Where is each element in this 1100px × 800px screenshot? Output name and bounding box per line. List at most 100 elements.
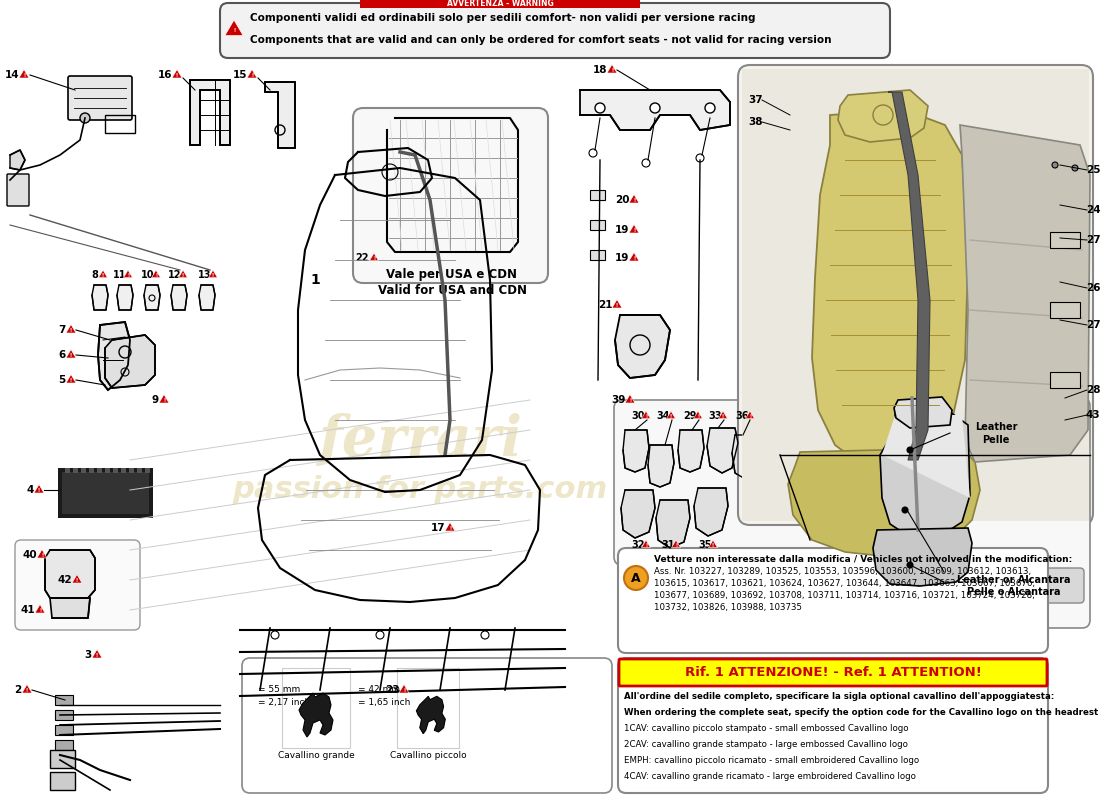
Text: 1: 1	[310, 273, 320, 287]
Text: !: !	[76, 578, 78, 582]
Text: 4CAV: cavallino grande ricamato - large embroidered Cavallino logo: 4CAV: cavallino grande ricamato - large …	[624, 772, 916, 781]
Text: ferrari: ferrari	[318, 413, 522, 467]
FancyBboxPatch shape	[619, 659, 1047, 686]
Text: 30: 30	[631, 411, 645, 421]
Bar	[50, 772, 75, 790]
Bar	[58, 468, 153, 518]
Polygon shape	[694, 488, 728, 536]
Circle shape	[1072, 165, 1078, 171]
Text: !: !	[749, 414, 751, 418]
Polygon shape	[178, 270, 187, 278]
Polygon shape	[417, 696, 446, 734]
Text: !: !	[632, 228, 635, 233]
Text: 27: 27	[1086, 235, 1100, 245]
Polygon shape	[1048, 148, 1085, 185]
Bar	[55, 695, 73, 705]
Bar	[129, 468, 134, 473]
Polygon shape	[615, 315, 670, 378]
Bar	[104, 115, 135, 133]
Text: 25: 25	[1086, 165, 1100, 175]
Polygon shape	[623, 430, 649, 472]
Text: 6: 6	[58, 350, 66, 360]
Text: 103615, 103617, 103621, 103624, 103627, 103644, 103647, 103663, 103667, 103676,: 103615, 103617, 103621, 103624, 103627, …	[654, 579, 1035, 588]
Polygon shape	[92, 650, 102, 658]
Polygon shape	[37, 550, 47, 558]
Text: 9: 9	[152, 395, 158, 405]
Text: 13: 13	[198, 270, 211, 280]
Bar	[397, 668, 459, 748]
FancyBboxPatch shape	[862, 398, 1090, 628]
Bar	[282, 668, 350, 748]
Text: 27: 27	[1086, 320, 1100, 330]
Text: 26: 26	[1086, 283, 1100, 293]
Text: 29: 29	[683, 411, 696, 421]
Text: 19: 19	[615, 253, 629, 263]
Text: EMPH: cavallino piccolo ricamato - small embroidered Cavallino logo: EMPH: cavallino piccolo ricamato - small…	[624, 756, 920, 765]
Bar	[62, 472, 149, 514]
Bar	[138, 468, 142, 473]
FancyBboxPatch shape	[353, 108, 548, 283]
Polygon shape	[66, 374, 76, 383]
Text: !: !	[675, 542, 678, 548]
Bar	[73, 468, 78, 473]
Text: !: !	[645, 414, 647, 418]
Polygon shape	[35, 605, 45, 613]
Text: AVVERTENZA - WARNING: AVVERTENZA - WARNING	[447, 0, 553, 9]
Polygon shape	[209, 270, 218, 278]
Polygon shape	[656, 500, 690, 548]
Text: A: A	[631, 571, 641, 585]
Text: 18: 18	[593, 65, 607, 75]
Polygon shape	[838, 90, 928, 142]
Text: 38: 38	[749, 117, 763, 127]
Polygon shape	[894, 397, 952, 428]
Polygon shape	[45, 550, 95, 598]
Text: !: !	[251, 73, 253, 78]
Polygon shape	[117, 285, 133, 310]
Bar	[360, 0, 640, 8]
FancyBboxPatch shape	[738, 65, 1093, 525]
Text: Components that are valid and can only be ordered for comfort seats - not valid : Components that are valid and can only b…	[250, 35, 832, 45]
Bar	[590, 220, 605, 230]
Text: Cavallino piccolo: Cavallino piccolo	[389, 750, 466, 759]
Polygon shape	[170, 285, 187, 310]
Polygon shape	[10, 150, 25, 170]
Polygon shape	[732, 435, 763, 480]
Polygon shape	[34, 485, 44, 493]
FancyBboxPatch shape	[618, 658, 1048, 793]
Text: !: !	[373, 256, 375, 261]
Text: !: !	[645, 542, 647, 548]
Polygon shape	[160, 394, 169, 403]
Text: !: !	[632, 256, 635, 261]
Text: When ordering the complete seat, specify the option code for the Cavallino logo : When ordering the complete seat, specify…	[624, 708, 1100, 717]
Text: !: !	[449, 526, 451, 530]
Text: 11: 11	[113, 270, 127, 280]
Text: = 42 mm: = 42 mm	[358, 686, 400, 694]
Text: !: !	[403, 688, 405, 693]
Text: !: !	[70, 378, 73, 382]
Text: 23: 23	[385, 685, 399, 695]
Polygon shape	[678, 430, 704, 472]
Text: !: !	[182, 273, 184, 278]
FancyBboxPatch shape	[618, 548, 1048, 653]
Polygon shape	[629, 225, 639, 233]
Circle shape	[624, 566, 648, 590]
Polygon shape	[641, 540, 650, 548]
Bar	[145, 468, 150, 473]
Bar	[55, 740, 73, 750]
Text: !: !	[41, 553, 43, 558]
Circle shape	[705, 103, 715, 113]
Polygon shape	[144, 285, 159, 310]
Polygon shape	[718, 411, 727, 418]
Polygon shape	[648, 445, 674, 487]
Polygon shape	[19, 70, 29, 78]
Polygon shape	[226, 20, 243, 35]
Polygon shape	[66, 325, 76, 333]
Bar	[742, 69, 1089, 521]
Text: !: !	[37, 488, 40, 493]
FancyBboxPatch shape	[68, 76, 132, 120]
Text: !: !	[212, 273, 214, 278]
Polygon shape	[888, 92, 930, 460]
Polygon shape	[960, 125, 1090, 462]
Text: !: !	[610, 68, 613, 73]
Text: 17: 17	[431, 523, 446, 533]
